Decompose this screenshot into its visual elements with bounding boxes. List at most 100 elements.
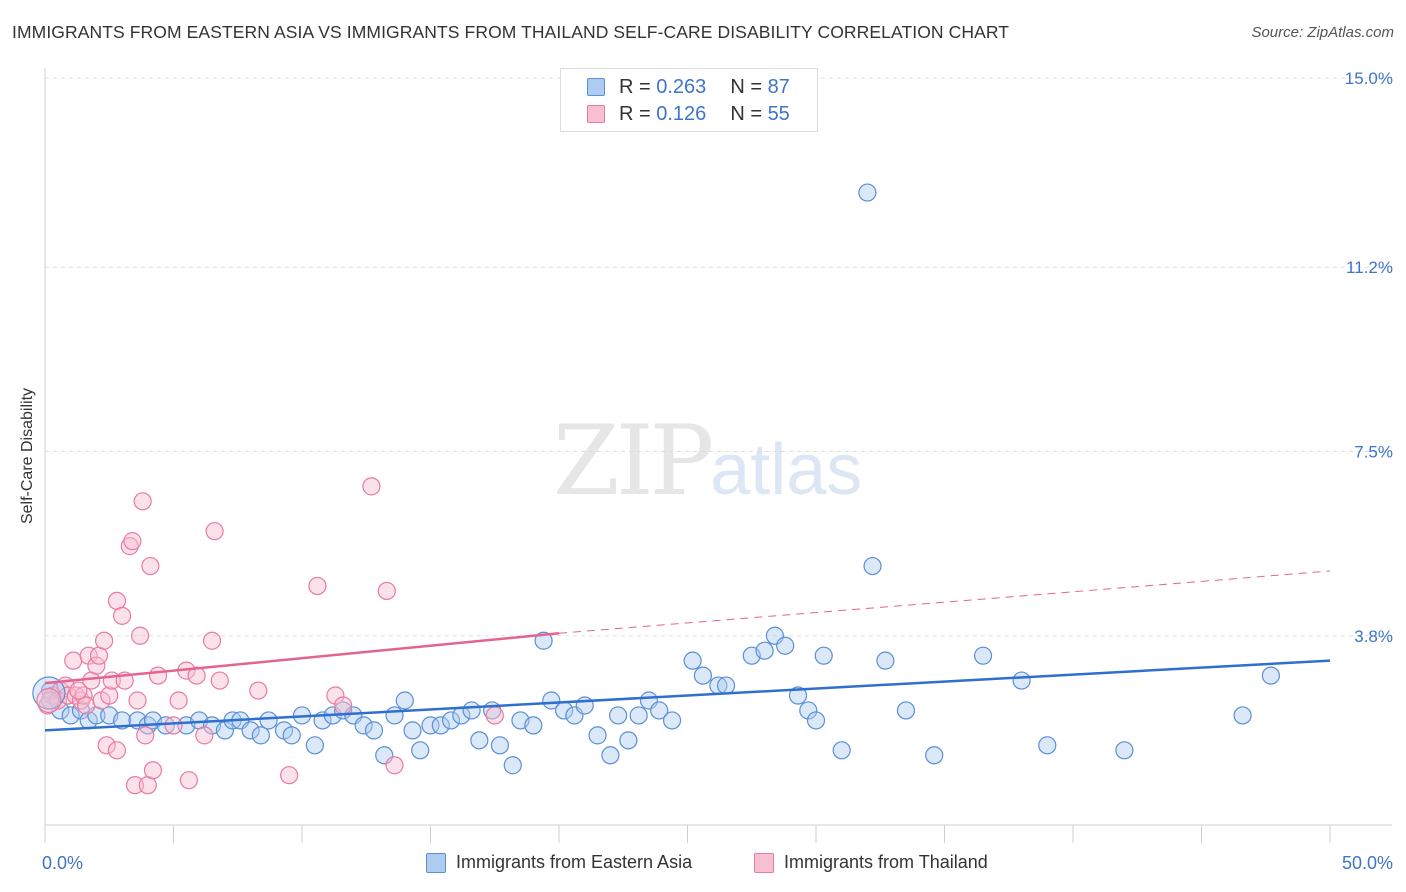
eastern-asia-point [421, 716, 440, 735]
eastern-asia-point [858, 183, 877, 202]
eastern-asia-point [403, 721, 422, 740]
eastern-asia-point [1115, 741, 1134, 760]
legend-row-thailand: R = 0.126 N = 55 [587, 103, 790, 125]
thailand-point [125, 776, 145, 795]
y-tick-label: 7.5% [1354, 443, 1393, 462]
legend-r-label: R = [619, 75, 651, 98]
series-name-eastern-asia: Immigrants from Eastern Asia [456, 852, 693, 872]
thailand-point [112, 606, 132, 625]
thailand-point [249, 681, 268, 700]
thailand-point [64, 651, 83, 670]
eastern-asia-point [411, 741, 430, 760]
eastern-asia-point [876, 651, 895, 670]
eastern-asia-point [354, 716, 373, 735]
eastern-asia-point [542, 691, 561, 710]
thailand-point [326, 686, 345, 705]
thailand-point [120, 537, 139, 556]
series-swatch-blue [426, 852, 446, 873]
thailand-point [280, 766, 299, 785]
series-legend-eastern-asia: Immigrants from Eastern Asia [426, 852, 692, 873]
legend-row-eastern-asia: R = 0.263 N = 87 [587, 76, 790, 98]
eastern-asia-point [251, 726, 270, 745]
eastern-asia-trend-line [44, 659, 1331, 732]
eastern-asia-point [503, 756, 522, 775]
thailand-point [169, 691, 188, 710]
legend-n-label: N = [730, 75, 762, 98]
eastern-asia-point [470, 731, 489, 750]
eastern-asia-point [601, 746, 620, 765]
thailand-point [143, 761, 163, 780]
x-tick-label: 0.0% [42, 853, 83, 873]
eastern-asia-point [241, 721, 260, 740]
eastern-asia-point [755, 641, 774, 660]
eastern-asia-point [1012, 671, 1031, 690]
thailand-point [100, 686, 119, 705]
eastern-asia-point [629, 706, 648, 725]
thailand-point [130, 626, 150, 645]
thailand-point [107, 741, 127, 760]
eastern-asia-point [32, 676, 66, 710]
thailand-trend-extension [558, 570, 1331, 634]
series-swatch-pink [754, 852, 774, 873]
legend-n-label: N = [730, 102, 762, 125]
eastern-asia-point [863, 556, 882, 576]
eastern-asia-point [1261, 666, 1280, 685]
thailand-point [79, 646, 98, 665]
eastern-asia-point [619, 731, 638, 750]
x-tick-label: 50.0% [1342, 853, 1393, 873]
eastern-asia-point [282, 726, 301, 745]
eastern-asia-point [896, 701, 916, 720]
watermark-atlas: atlas [710, 430, 863, 510]
eastern-asia-point [431, 716, 450, 735]
eastern-asia-point [832, 741, 851, 760]
eastern-asia-point [925, 746, 944, 765]
y-tick-label: 15.0% [1345, 69, 1393, 88]
thailand-point [210, 671, 229, 690]
eastern-asia-point [1038, 736, 1057, 755]
thailand-point [77, 696, 96, 715]
eastern-asia-point [112, 711, 132, 730]
eastern-asia-point [395, 691, 414, 710]
thailand-point [164, 716, 183, 735]
source-credit: Source: ZipAtlas.com [1251, 24, 1394, 41]
eastern-asia-point [973, 646, 993, 665]
eastern-asia-point [716, 676, 736, 695]
eastern-asia-point [259, 711, 278, 730]
thailand-point [308, 576, 327, 596]
eastern-asia-point [609, 706, 628, 725]
correlation-legend: R = 0.263 N = 87 R = 0.126 N = 55 [560, 68, 818, 132]
watermark-zip: ZIP [553, 405, 714, 517]
thailand-point [141, 556, 160, 576]
legend-swatch-pink [587, 105, 605, 123]
y-tick-label: 3.8% [1354, 627, 1393, 646]
thailand-point [187, 666, 206, 685]
thailand-point [123, 532, 142, 551]
eastern-asia-point [364, 721, 384, 740]
thailand-point [95, 631, 114, 650]
eastern-asia-point [776, 636, 795, 655]
thailand-point [195, 726, 214, 745]
thailand-point [202, 631, 222, 650]
thailand-point [36, 687, 62, 714]
eastern-asia-point [385, 706, 404, 725]
watermark: ZIPatlas [553, 405, 862, 517]
chart-title: IMMIGRANTS FROM EASTERN ASIA VS IMMIGRAN… [12, 22, 1010, 42]
eastern-asia-point [490, 736, 509, 755]
legend-swatch-blue [587, 78, 605, 96]
eastern-asia-point [650, 701, 669, 720]
eastern-asia-point [814, 646, 833, 665]
eastern-asia-point [305, 736, 324, 755]
thailand-point [179, 771, 199, 790]
thailand-point [97, 736, 116, 755]
eastern-asia-point [588, 726, 607, 745]
thailand-point [136, 726, 155, 745]
series-legend-thailand: Immigrants from Thailand [754, 852, 988, 873]
legend-n-value: 87 [767, 75, 790, 98]
thailand-point [385, 756, 404, 775]
eastern-asia-point [662, 711, 682, 730]
eastern-asia-point [806, 711, 826, 730]
legend-r-value: 0.126 [656, 102, 707, 125]
thailand-point [133, 492, 152, 511]
legend-r-label: R = [619, 102, 651, 125]
